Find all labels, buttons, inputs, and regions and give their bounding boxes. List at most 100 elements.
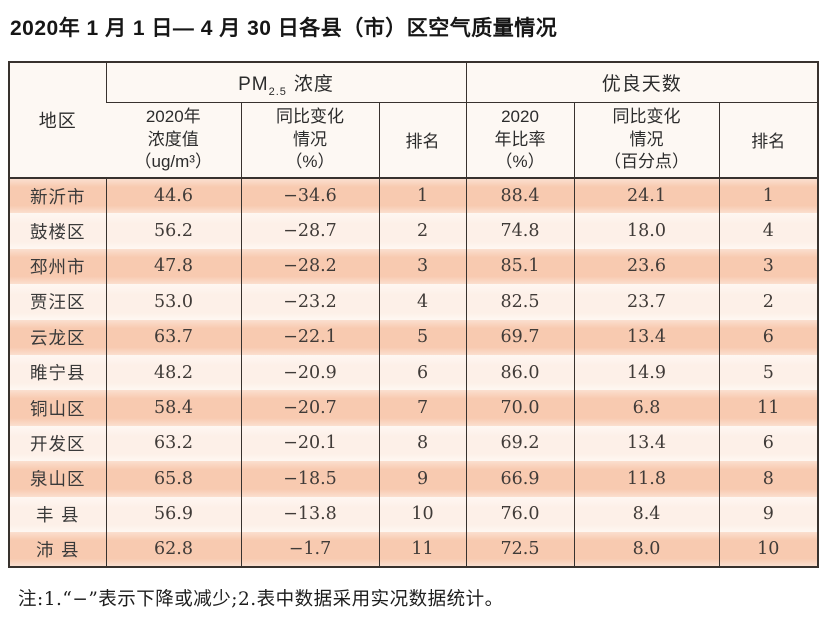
pm-value-cell: 56.2: [105, 213, 241, 249]
days-ratio-cell: 69.2: [465, 425, 575, 462]
days-ratio-cell: 88.4: [465, 178, 575, 214]
header-days-ratio-line2: 年比率: [494, 129, 546, 149]
days-change-cell: 23.6: [573, 248, 720, 285]
pm25-suffix: 浓度: [293, 73, 334, 95]
pm-change-cell: −28.2: [240, 248, 379, 285]
days-rank-cell: 1: [718, 178, 819, 214]
days-rank-cell: 9: [718, 496, 819, 532]
pm-value-cell: 53.0: [105, 284, 241, 320]
region-cell: 开发区: [9, 425, 106, 462]
days-rank-cell: 2: [718, 284, 819, 320]
pm25-prefix: PM: [238, 73, 269, 95]
table-row: 邳州市 47.8 −28.2 3 85.1 23.6 3: [9, 248, 819, 285]
pm-value-cell: 62.8: [105, 531, 241, 568]
days-ratio-cell: 85.1: [465, 248, 575, 285]
pm-change-cell: −13.8: [240, 496, 379, 532]
region-cell: 鼓楼区: [9, 213, 106, 249]
header-pm25-group: PM2.5 浓度: [105, 62, 467, 103]
region-cell: 云龙区: [9, 319, 106, 355]
days-rank-cell: 3: [718, 248, 819, 285]
region-cell: 丰 县: [9, 496, 106, 532]
table-row: 泉山区 65.8 −18.5 9 66.9 11.8 8: [9, 461, 819, 497]
region-cell: 贾汪区: [9, 284, 106, 320]
days-ratio-cell: 86.0: [465, 354, 575, 391]
days-rank-cell: 10: [718, 531, 819, 568]
sub-header-row: 2020年 浓度值 （ug/m³） 同比变化 情况 （%） 排名 2020 年比…: [9, 102, 819, 178]
pm-rank-cell: 11: [378, 531, 467, 568]
header-days-ratio-line1: 2020: [501, 107, 539, 127]
pm-rank-cell: 3: [378, 248, 467, 285]
pm-change-cell: −20.1: [240, 425, 379, 462]
pm-change-cell: −18.5: [240, 461, 379, 497]
group-header-row: 地区 PM2.5 浓度 优良天数: [9, 62, 819, 178]
days-rank-cell: 6: [718, 319, 819, 355]
region-cell: 邳州市: [9, 248, 106, 285]
table-body: 新沂市 44.6 −34.6 1 88.4 24.1 1 鼓楼区 56.2 −28.7 2 74.8 1…: [9, 178, 819, 568]
pm-value-cell: 48.2: [105, 354, 241, 391]
table-header: 地区 PM2.5 浓度 优良天数 2020年 浓度值 （ug/m³） 同比变化 情…: [9, 62, 819, 178]
header-good-days-group: 优良天数: [465, 62, 819, 103]
pm-rank-cell: 8: [378, 425, 467, 462]
days-change-cell: 11.8: [573, 461, 720, 497]
days-ratio-cell: 76.0: [465, 496, 575, 532]
days-change-cell: 18.0: [573, 213, 720, 249]
days-ratio-cell: 72.5: [465, 531, 575, 568]
table-row: 贾汪区 53.0 −23.2 4 82.5 23.7 2: [9, 284, 819, 320]
table-row: 云龙区 63.7 −22.1 5 69.7 13.4 6: [9, 319, 819, 355]
days-ratio-cell: 70.0: [465, 390, 575, 426]
days-change-cell: 8.4: [573, 496, 720, 532]
pm-value-cell: 65.8: [105, 461, 241, 497]
days-rank-cell: 6: [718, 425, 819, 462]
days-change-cell: 6.8: [573, 390, 720, 426]
header-pm-value-line3: （ug/m³）: [134, 151, 212, 171]
air-quality-table: 地区 PM2.5 浓度 优良天数 2020年 浓度值 （ug/m³） 同比变化 情…: [8, 61, 820, 569]
pm-rank-cell: 7: [378, 390, 467, 426]
header-pm-change-line1: 同比变化: [276, 107, 344, 127]
header-region-label: 地区: [38, 111, 77, 131]
days-change-cell: 13.4: [573, 425, 720, 462]
pm-value-cell: 58.4: [105, 390, 241, 426]
pm-change-cell: −34.6: [240, 178, 379, 214]
pm-value-cell: 44.6: [105, 178, 241, 214]
header-days-ratio: 2020 年比率 （%）: [465, 102, 575, 178]
table-row: 铜山区 58.4 −20.7 7 70.0 6.8 11: [9, 390, 819, 426]
header-pm-change-line3: （%）: [285, 151, 335, 171]
days-rank-cell: 4: [718, 213, 819, 249]
table-row: 沛 县 62.8 −1.7 11 72.5 8.0 10: [9, 531, 819, 568]
days-ratio-cell: 69.7: [465, 319, 575, 355]
pm-rank-cell: 1: [378, 178, 467, 214]
header-pm-value: 2020年 浓度值 （ug/m³）: [106, 102, 241, 178]
pm-rank-cell: 9: [378, 461, 467, 497]
header-days-change-line3: （百分点）: [604, 151, 690, 171]
pm-rank-cell: 4: [378, 284, 467, 320]
header-days-change: 同比变化 情况 （百分点）: [573, 102, 720, 178]
pm-change-cell: −20.7: [240, 390, 379, 426]
days-rank-cell: 5: [718, 354, 819, 391]
header-pm-value-line1: 2020年: [145, 107, 201, 127]
pm-change-cell: −22.1: [240, 319, 379, 355]
header-pm-value-line2: 浓度值: [147, 129, 199, 149]
pm-change-cell: −23.2: [240, 284, 379, 320]
page-title: 2020年 1 月 1 日— 4 月 30 日各县（市）区空气质量情况: [10, 17, 558, 40]
table-row: 新沂市 44.6 −34.6 1 88.4 24.1 1: [9, 178, 819, 214]
days-change-cell: 23.7: [573, 284, 720, 320]
pm-change-cell: −20.9: [240, 354, 379, 391]
pm-value-cell: 56.9: [105, 496, 241, 532]
header-region: 地区: [9, 62, 106, 178]
header-days-change-line2: 情况: [629, 129, 664, 149]
region-cell: 泉山区: [9, 461, 106, 497]
region-cell: 沛 县: [9, 531, 106, 568]
days-change-cell: 8.0: [573, 531, 720, 568]
header-pm-change-line2: 情况: [293, 129, 327, 149]
header-days-ratio-line3: （%）: [495, 151, 545, 171]
days-rank-cell: 8: [718, 461, 819, 497]
header-days-change-line1: 同比变化: [612, 107, 681, 127]
table-row: 睢宁县 48.2 −20.9 6 86.0 14.9 5: [9, 354, 819, 391]
pm-change-cell: −1.7: [240, 531, 379, 568]
header-pm-rank: 排名: [378, 102, 467, 178]
pm-value-cell: 47.8: [105, 248, 241, 285]
table-row: 鼓楼区 56.2 −28.7 2 74.8 18.0 4: [9, 213, 819, 249]
table-row: 丰 县 56.9 −13.8 10 76.0 8.4 9: [9, 496, 819, 532]
pm-change-cell: −28.7: [240, 213, 379, 249]
